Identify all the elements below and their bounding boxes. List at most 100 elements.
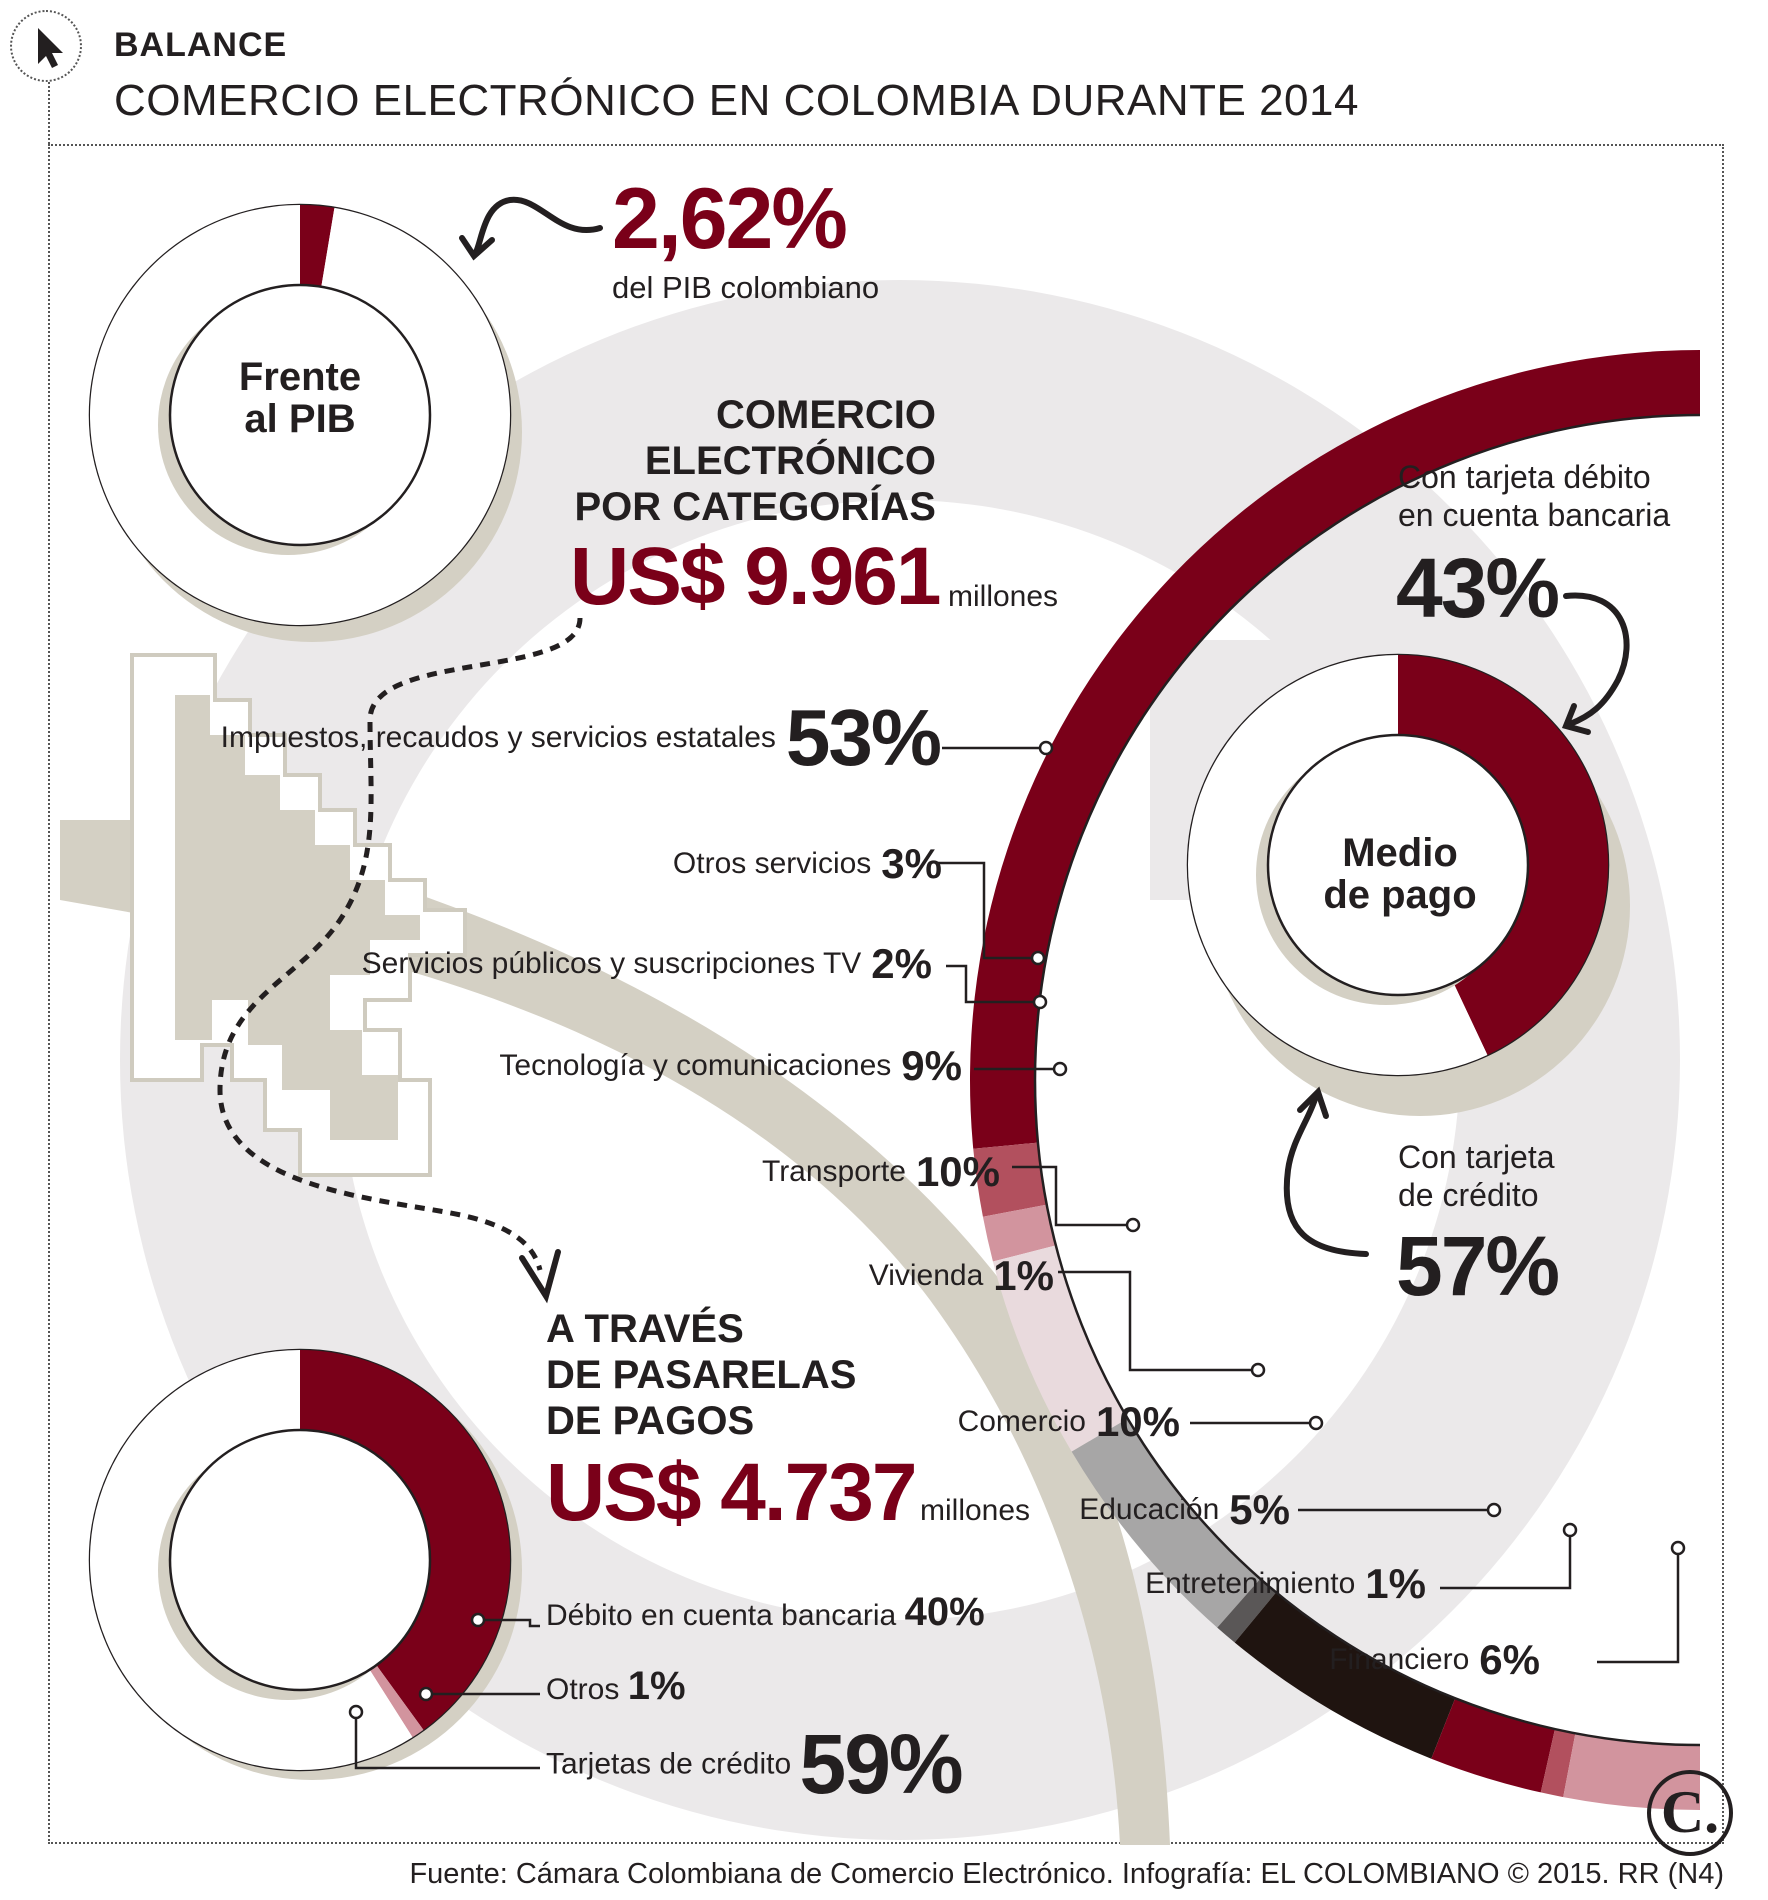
page-title: COMERCIO ELECTRÓNICO EN COLOMBIA DURANTE… [114,76,1359,125]
pay-donut-inner-circle [1266,733,1530,997]
pib-center-line-2: al PIB [244,397,356,441]
category-label-text-4: Transporte [761,1155,906,1188]
pib-donut-slice-1 [90,205,510,625]
frame-connector [48,82,50,144]
gateway-item-credit-value: 59% [799,1717,963,1811]
categories-arc-slice-5 [1217,1578,1277,1643]
arrow-to-debit-slice-head [1561,703,1591,735]
categories-arc-slice-0 [969,350,1700,1149]
categories-heading-line-3: POR CATEGORÍAS [574,485,936,529]
category-label-1: Otros servicios 3% [673,840,942,888]
payment-center-label: Medio de pago [1320,832,1480,916]
gw-donut-inner-circle [168,1428,432,1692]
gateways-heading-line-3: DE PAGOS [546,1399,755,1443]
category-label-5: Vivienda 1% [869,1252,1054,1300]
pib-donut-slice-0 [300,205,335,287]
debit-label-line-1: Con tarjeta débito [1398,459,1651,495]
pib-caption: del PIB colombiano [612,270,880,305]
gateway-item-credit: Tarjetas de crédito 59% [546,1716,964,1813]
gateway-item-debit-label: Débito en cuenta bancaria [546,1599,897,1632]
categories-arc-slice-3 [992,1245,1128,1452]
dashed-connector-arrowhead [519,1249,561,1304]
credit-label-line-1: Con tarjeta [1398,1139,1555,1175]
credit-label-line-2: de crédito [1398,1177,1539,1213]
category-label-7: Educación 5% [1079,1486,1290,1534]
category-label-6: Comercio 10% [958,1398,1180,1446]
credit-label: Con tarjeta de crédito [1398,1138,1555,1214]
category-label-0: Impuestos, recaudos y servicios estatale… [220,692,942,784]
category-label-value-0: 53% [785,693,942,782]
categories-heading-line-2: ELECTRÓNICO [644,439,936,483]
arrow-to-credit-slice [1283,1093,1369,1257]
debit-label: Con tarjeta débito en cuenta bancaria [1398,458,1670,534]
el-colombiano-logo: C. [1647,1770,1733,1856]
infographic-frame [48,144,1724,1844]
gw-donut-slice-0 [300,1350,511,1730]
cursor-icon [38,28,63,68]
category-label-4: Transporte 10% [762,1148,1000,1196]
gateway-item-credit-label: Tarjetas de crédito [546,1747,792,1781]
gateway-item-others-value: 1% [627,1664,686,1708]
dashed-connector-arrow [217,617,583,1271]
category-label-value-9: 6% [1479,1636,1540,1683]
gateway-leader-dots [348,1612,486,1720]
debit-value: 43% [1396,541,1560,635]
pay-donut-slice-1 [1188,655,1488,1075]
gateways-donut-chart [88,1348,512,1772]
gateways-heading: A TRAVÉS DE PASARELAS DE PAGOS [546,1306,856,1444]
category-label-value-3: 9% [901,1042,962,1089]
payment-center-line-2: de pago [1323,873,1477,917]
gateway-item-others-label: Otros [546,1673,620,1706]
gateway-item-debit: Débito en cuenta bancaria 40% [546,1590,985,1635]
category-label-value-4: 10% [915,1148,1000,1195]
category-label-value-1: 3% [881,840,942,887]
category-label-value-6: 10% [1095,1398,1180,1445]
credit-value: 57% [1396,1219,1560,1313]
categories-arc-slice-4 [1071,1418,1261,1628]
category-label-value-8: 1% [1365,1560,1426,1607]
category-label-9: Financiero 6% [1329,1636,1540,1684]
categories-arc-slice-6 [1234,1592,1456,1759]
category-label-value-5: 1% [993,1252,1054,1299]
category-label-8: Entretenimiento 1% [1145,1560,1426,1608]
arrow-to-debit-slice [1563,592,1630,727]
source-note: Fuente: Cámara Colombiana de Comercio El… [409,1858,1724,1890]
pixel-cursor-shape [130,653,467,1177]
pay-donut-slice-0 [1398,655,1609,1056]
category-leader-lines [936,746,1680,1664]
arrow-to-credit-slice-head [1297,1086,1329,1119]
categories-total: US$ 9.961 [570,531,941,622]
categories-arc-chart [969,350,1701,1810]
categories-arc-inner-outline [1033,413,1701,1747]
header-kicker: BALANCE [114,26,288,64]
payment-center-line-1: Medio [1342,831,1458,875]
gateways-heading-line-2: DE PASARELAS [546,1353,857,1397]
categories-total-unit: millones [948,580,1059,613]
categories-heading: COMERCIO ELECTRÓNICO POR CATEGORÍAS [560,392,936,530]
category-label-text-9: Financiero [1329,1643,1470,1676]
gateways-total: US$ 4.737 [546,1447,917,1538]
category-label-text-5: Vivienda [868,1259,984,1292]
categories-arc-slice-8 [1540,1728,1576,1798]
pib-value: 2,62% [612,171,848,267]
categories-arc-slice-2 [982,1204,1056,1262]
category-label-text-2: Servicios públicos y suscripciones TV [361,947,862,980]
arrow-to-pib-slice-head [459,235,495,261]
background-beige-band [60,820,1170,1845]
payment-donut-chart [1186,653,1610,1077]
category-label-text-1: Otros servicios [672,847,872,880]
category-label-text-3: Tecnología y comunicaciones [499,1049,892,1082]
category-label-text-0: Impuestos, recaudos y servicios estatale… [220,721,776,754]
gateway-item-debit-value: 40% [904,1590,985,1634]
pib-donut-chart [88,203,512,627]
debit-label-line-2: en cuenta bancaria [1398,497,1671,533]
gateway-leader-lines [354,1618,540,1770]
background-c-shape [120,280,1680,1840]
category-label-text-6: Comercio [957,1405,1086,1438]
gateway-item-others: Otros 1% [546,1664,686,1709]
pib-center-label: Frente al PIB [230,356,370,440]
gateways-total-unit: millones [920,1494,1031,1527]
cursor-icon-frame [10,10,82,82]
gw-donut-slice-2 [89,1350,413,1770]
